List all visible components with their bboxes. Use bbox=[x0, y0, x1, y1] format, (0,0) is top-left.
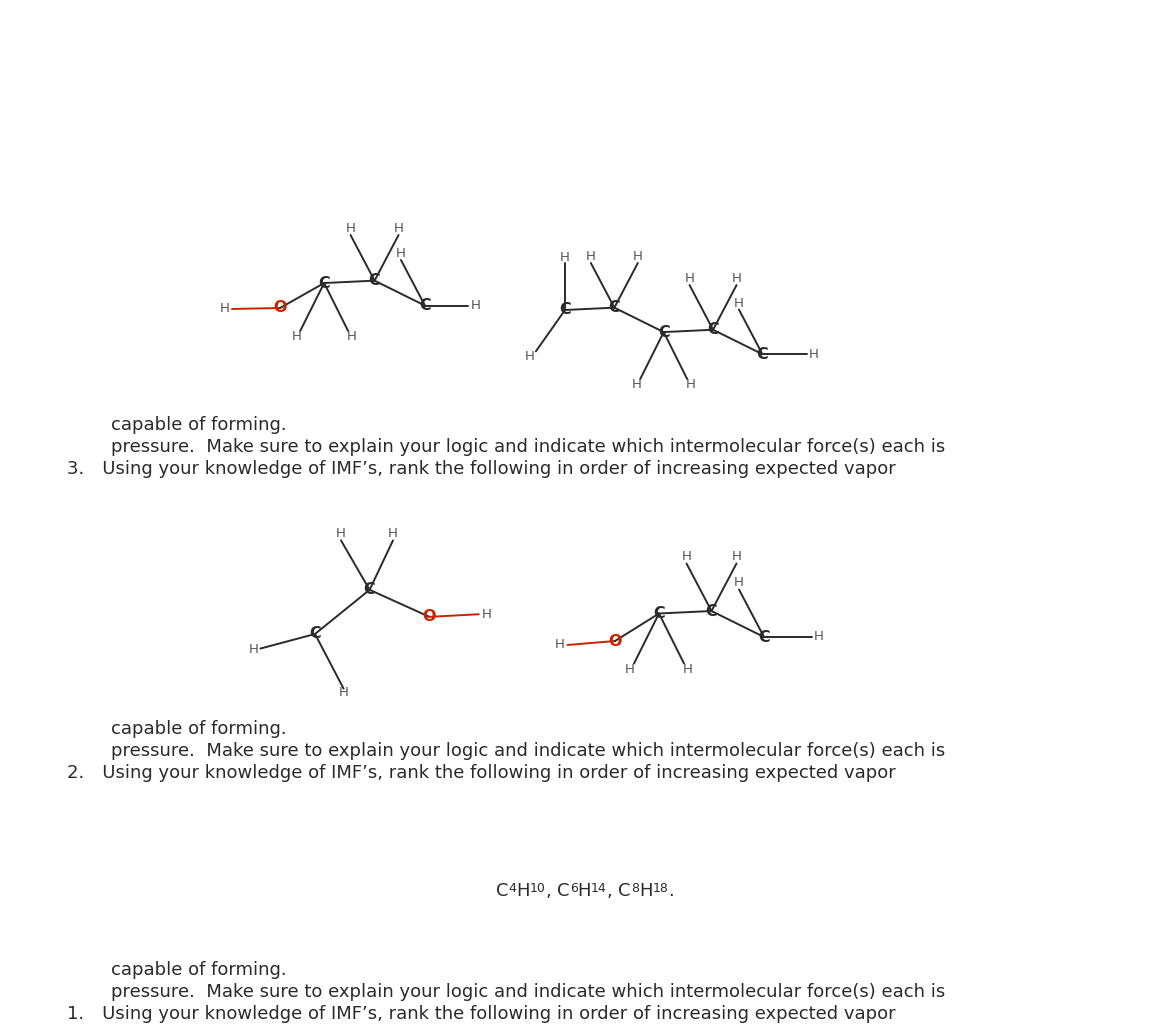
Text: H: H bbox=[388, 527, 398, 540]
Text: C: C bbox=[318, 275, 330, 291]
Text: H: H bbox=[525, 351, 535, 364]
Text: C: C bbox=[369, 273, 380, 288]
Text: 3. Using your knowledge of IMF’s, rank the following in order of increasing expe: 3. Using your knowledge of IMF’s, rank t… bbox=[67, 460, 896, 478]
Text: H: H bbox=[586, 250, 596, 264]
Text: C: C bbox=[658, 325, 669, 339]
Text: C: C bbox=[559, 303, 571, 317]
Text: C: C bbox=[758, 630, 770, 644]
Text: C: C bbox=[619, 882, 631, 900]
Text: 10: 10 bbox=[530, 882, 545, 895]
Text: C: C bbox=[706, 604, 717, 618]
Text: H: H bbox=[347, 330, 357, 343]
Text: C: C bbox=[757, 346, 769, 362]
Text: H: H bbox=[249, 643, 259, 657]
Text: H: H bbox=[560, 251, 570, 264]
Text: 4: 4 bbox=[509, 882, 516, 895]
Text: H: H bbox=[639, 882, 653, 900]
Text: 6: 6 bbox=[570, 882, 578, 895]
Text: H: H bbox=[291, 330, 301, 343]
Text: H: H bbox=[578, 882, 591, 900]
Text: ,: , bbox=[607, 882, 619, 900]
Text: H: H bbox=[682, 550, 691, 564]
Text: H: H bbox=[625, 663, 635, 676]
Text: C: C bbox=[364, 582, 376, 598]
Text: H: H bbox=[220, 302, 229, 314]
Text: H: H bbox=[336, 527, 346, 540]
Text: H: H bbox=[684, 273, 695, 285]
Text: H: H bbox=[338, 686, 349, 699]
Text: H: H bbox=[810, 347, 819, 361]
Text: ,: , bbox=[545, 882, 557, 900]
Text: capable of forming.: capable of forming. bbox=[111, 720, 287, 738]
Text: H: H bbox=[470, 299, 481, 312]
Text: .: . bbox=[668, 882, 674, 900]
Text: H: H bbox=[555, 639, 565, 651]
Text: C: C bbox=[419, 298, 431, 313]
Text: 8: 8 bbox=[631, 882, 639, 895]
Text: 1. Using your knowledge of IMF’s, rank the following in order of increasing expe: 1. Using your knowledge of IMF’s, rank t… bbox=[67, 1005, 895, 1023]
Text: C: C bbox=[707, 323, 718, 337]
Text: H: H bbox=[482, 608, 491, 620]
Text: pressure.  Make sure to explain your logic and indicate which intermolecular for: pressure. Make sure to explain your logi… bbox=[111, 742, 945, 760]
Text: C: C bbox=[557, 882, 570, 900]
Text: capable of forming.: capable of forming. bbox=[111, 416, 287, 434]
Text: O: O bbox=[274, 301, 287, 315]
Text: 18: 18 bbox=[653, 882, 668, 895]
Text: C: C bbox=[309, 627, 321, 641]
Text: H: H bbox=[345, 222, 356, 236]
Text: O: O bbox=[608, 634, 621, 648]
Text: capable of forming.: capable of forming. bbox=[111, 961, 287, 979]
Text: H: H bbox=[516, 882, 530, 900]
Text: H: H bbox=[395, 247, 406, 261]
Text: H: H bbox=[632, 378, 641, 391]
Text: H: H bbox=[734, 297, 744, 310]
Text: H: H bbox=[731, 273, 742, 285]
Text: H: H bbox=[731, 550, 742, 564]
Text: C: C bbox=[608, 300, 620, 315]
Text: 2. Using your knowledge of IMF’s, rank the following in order of increasing expe: 2. Using your knowledge of IMF’s, rank t… bbox=[67, 764, 896, 782]
Text: H: H bbox=[393, 222, 404, 236]
Text: H: H bbox=[814, 631, 824, 643]
Text: 14: 14 bbox=[591, 882, 607, 895]
Text: H: H bbox=[686, 378, 696, 391]
Text: pressure.  Make sure to explain your logic and indicate which intermolecular for: pressure. Make sure to explain your logi… bbox=[111, 983, 945, 1001]
Text: O: O bbox=[422, 609, 436, 625]
Text: H: H bbox=[683, 663, 693, 676]
Text: C: C bbox=[496, 882, 509, 900]
Text: H: H bbox=[734, 577, 744, 589]
Text: pressure.  Make sure to explain your logic and indicate which intermolecular for: pressure. Make sure to explain your logi… bbox=[111, 438, 945, 456]
Text: C: C bbox=[653, 606, 665, 621]
Text: H: H bbox=[633, 250, 642, 264]
